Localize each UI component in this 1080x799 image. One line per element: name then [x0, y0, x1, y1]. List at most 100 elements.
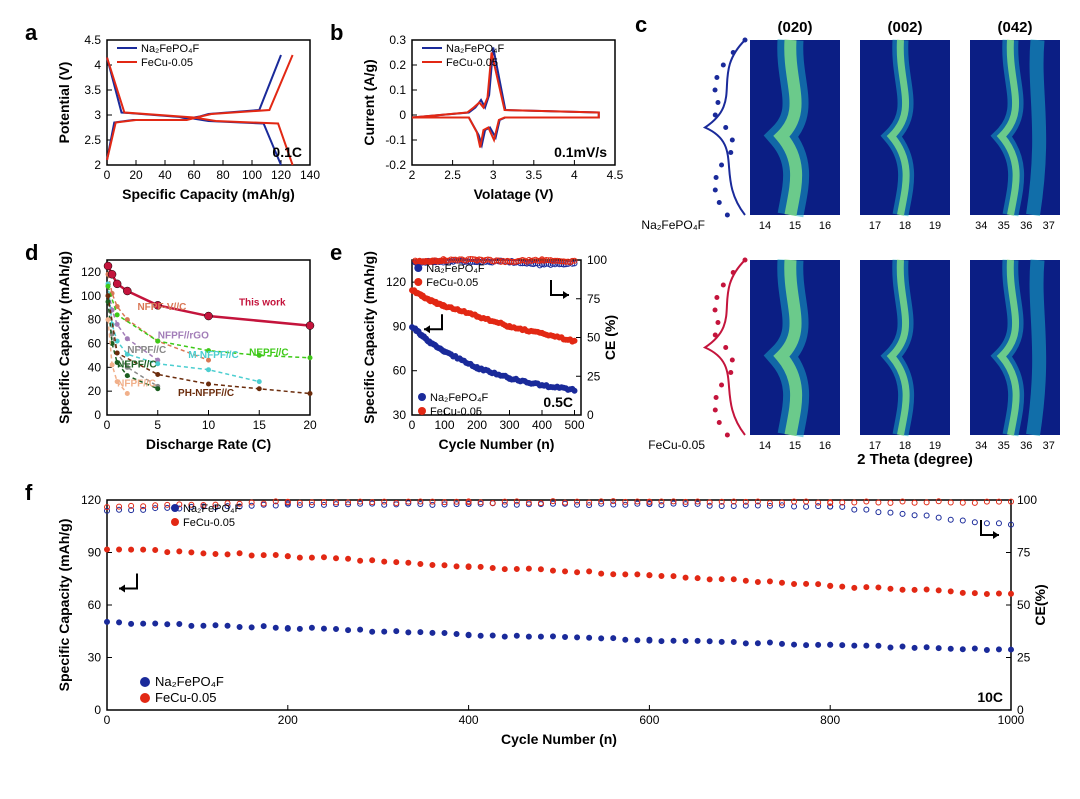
svg-text:30: 30 [88, 651, 102, 665]
svg-text:(042): (042) [997, 20, 1032, 36]
svg-text:10: 10 [202, 418, 216, 432]
svg-text:Na₂FePO₄F: Na₂FePO₄F [446, 43, 505, 55]
svg-text:15: 15 [789, 440, 801, 452]
svg-text:120: 120 [81, 265, 101, 279]
svg-text:75: 75 [587, 292, 601, 306]
svg-text:15: 15 [789, 220, 801, 232]
panel-label-d: d [25, 240, 38, 266]
svg-text:90: 90 [393, 319, 407, 333]
svg-text:100: 100 [434, 418, 454, 432]
svg-text:500: 500 [564, 418, 584, 432]
svg-text:0.1: 0.1 [389, 83, 406, 97]
svg-text:Discharge Rate (C): Discharge Rate (C) [146, 436, 271, 452]
svg-text:80: 80 [88, 313, 102, 327]
svg-text:Na₂FePO₄F: Na₂FePO₄F [426, 263, 485, 275]
svg-text:100: 100 [1017, 493, 1037, 507]
svg-text:300: 300 [499, 418, 519, 432]
svg-text:Specific Capacity (mAh/g): Specific Capacity (mAh/g) [56, 251, 72, 424]
svg-text:50: 50 [1017, 598, 1031, 612]
svg-text:4: 4 [94, 58, 101, 72]
svg-text:16: 16 [819, 440, 831, 452]
panel-label-c: c [635, 12, 647, 38]
svg-text:Volatage (V): Volatage (V) [474, 186, 554, 202]
svg-text:90: 90 [88, 546, 102, 560]
svg-text:Na₂FePO₄F: Na₂FePO₄F [155, 674, 224, 689]
svg-text:120: 120 [271, 168, 291, 182]
svg-text:Na₂FePO₄F: Na₂FePO₄F [141, 43, 200, 55]
panel-e: 01002003004005003060901200255075100Na₂Fe… [360, 250, 625, 455]
svg-text:3.5: 3.5 [84, 83, 101, 97]
svg-text:25: 25 [587, 369, 601, 383]
svg-text:Current (A/g): Current (A/g) [361, 59, 377, 145]
panel-label-a: a [25, 20, 37, 46]
svg-text:200: 200 [467, 418, 487, 432]
svg-text:NFPF//C: NFPF//C [127, 345, 166, 356]
svg-text:4: 4 [571, 168, 578, 182]
svg-text:M-NFPF//C: M-NFPF//C [188, 350, 239, 361]
svg-text:2: 2 [94, 158, 101, 172]
panel-c: (020)(002)(042)14151617181934353637Na₂Fe… [640, 20, 1060, 470]
svg-text:60: 60 [393, 364, 407, 378]
svg-text:(020): (020) [777, 20, 812, 36]
svg-text:37: 37 [1043, 440, 1055, 452]
svg-text:0.1C: 0.1C [272, 144, 302, 160]
svg-text:NFPF-V//C: NFPF-V//C [137, 302, 186, 313]
svg-text:Cycle Number (n): Cycle Number (n) [439, 436, 555, 452]
svg-text:120: 120 [386, 275, 406, 289]
svg-text:0.3: 0.3 [389, 33, 406, 47]
svg-text:0.1mV/s: 0.1mV/s [554, 144, 607, 160]
svg-text:0: 0 [1017, 703, 1024, 717]
svg-text:10C: 10C [977, 689, 1003, 705]
svg-text:40: 40 [158, 168, 172, 182]
svg-text:800: 800 [820, 713, 840, 727]
svg-text:CE(%): CE(%) [1032, 584, 1048, 625]
svg-text:400: 400 [532, 418, 552, 432]
svg-text:16: 16 [819, 220, 831, 232]
svg-text:37: 37 [1043, 220, 1055, 232]
svg-text:0: 0 [94, 408, 101, 422]
svg-text:75: 75 [1017, 546, 1031, 560]
svg-text:0: 0 [399, 108, 406, 122]
svg-text:FeCu-0.05: FeCu-0.05 [446, 57, 498, 69]
svg-text:200: 200 [278, 713, 298, 727]
svg-text:15: 15 [253, 418, 267, 432]
svg-text:120: 120 [81, 493, 101, 507]
svg-text:17: 17 [869, 220, 881, 232]
panel-label-b: b [330, 20, 343, 46]
svg-text:60: 60 [187, 168, 201, 182]
svg-text:60: 60 [88, 598, 102, 612]
svg-text:4.5: 4.5 [84, 33, 101, 47]
svg-text:30: 30 [393, 408, 407, 422]
svg-text:0: 0 [409, 418, 416, 432]
panel-f: 0200400600800100003060901200255075100Na₂… [55, 490, 1055, 750]
svg-text:3: 3 [94, 108, 101, 122]
svg-text:NFPF//rGO: NFPF//rGO [158, 331, 209, 342]
svg-text:Specific Capacity (mAh/g): Specific Capacity (mAh/g) [122, 186, 295, 202]
svg-text:PH-NFPF//C: PH-NFPF//C [178, 388, 234, 399]
svg-text:NEPF//C: NEPF//C [117, 359, 156, 370]
svg-text:36: 36 [1020, 440, 1032, 452]
svg-text:35: 35 [998, 440, 1010, 452]
svg-text:Na₂FePO₄F: Na₂FePO₄F [641, 218, 705, 232]
svg-text:-0.1: -0.1 [385, 133, 406, 147]
svg-text:34: 34 [975, 440, 987, 452]
svg-text:14: 14 [759, 220, 771, 232]
panel-a: 02040608010012014022.533.544.5Na₂FePO₄FF… [55, 30, 320, 205]
svg-text:34: 34 [975, 220, 987, 232]
svg-text:14: 14 [759, 440, 771, 452]
svg-text:100: 100 [587, 253, 607, 267]
svg-text:FeCu-0.05: FeCu-0.05 [430, 406, 482, 418]
svg-text:Potential (V): Potential (V) [56, 62, 72, 144]
svg-text:(002): (002) [887, 20, 922, 36]
panel-b: 22.533.544.5-0.2-0.100.10.20.3Na₂FePO₄FF… [360, 30, 625, 205]
svg-text:20: 20 [88, 384, 102, 398]
svg-text:0: 0 [587, 408, 594, 422]
svg-text:36: 36 [1020, 220, 1032, 232]
svg-text:3.5: 3.5 [525, 168, 542, 182]
panel-label-e: e [330, 240, 342, 266]
svg-text:600: 600 [639, 713, 659, 727]
svg-text:FeCu-0.05: FeCu-0.05 [648, 438, 705, 452]
svg-text:FeCu-0.05: FeCu-0.05 [155, 690, 216, 705]
svg-text:NFPF//C: NFPF//C [117, 378, 156, 389]
svg-text:0.5C: 0.5C [543, 394, 573, 410]
